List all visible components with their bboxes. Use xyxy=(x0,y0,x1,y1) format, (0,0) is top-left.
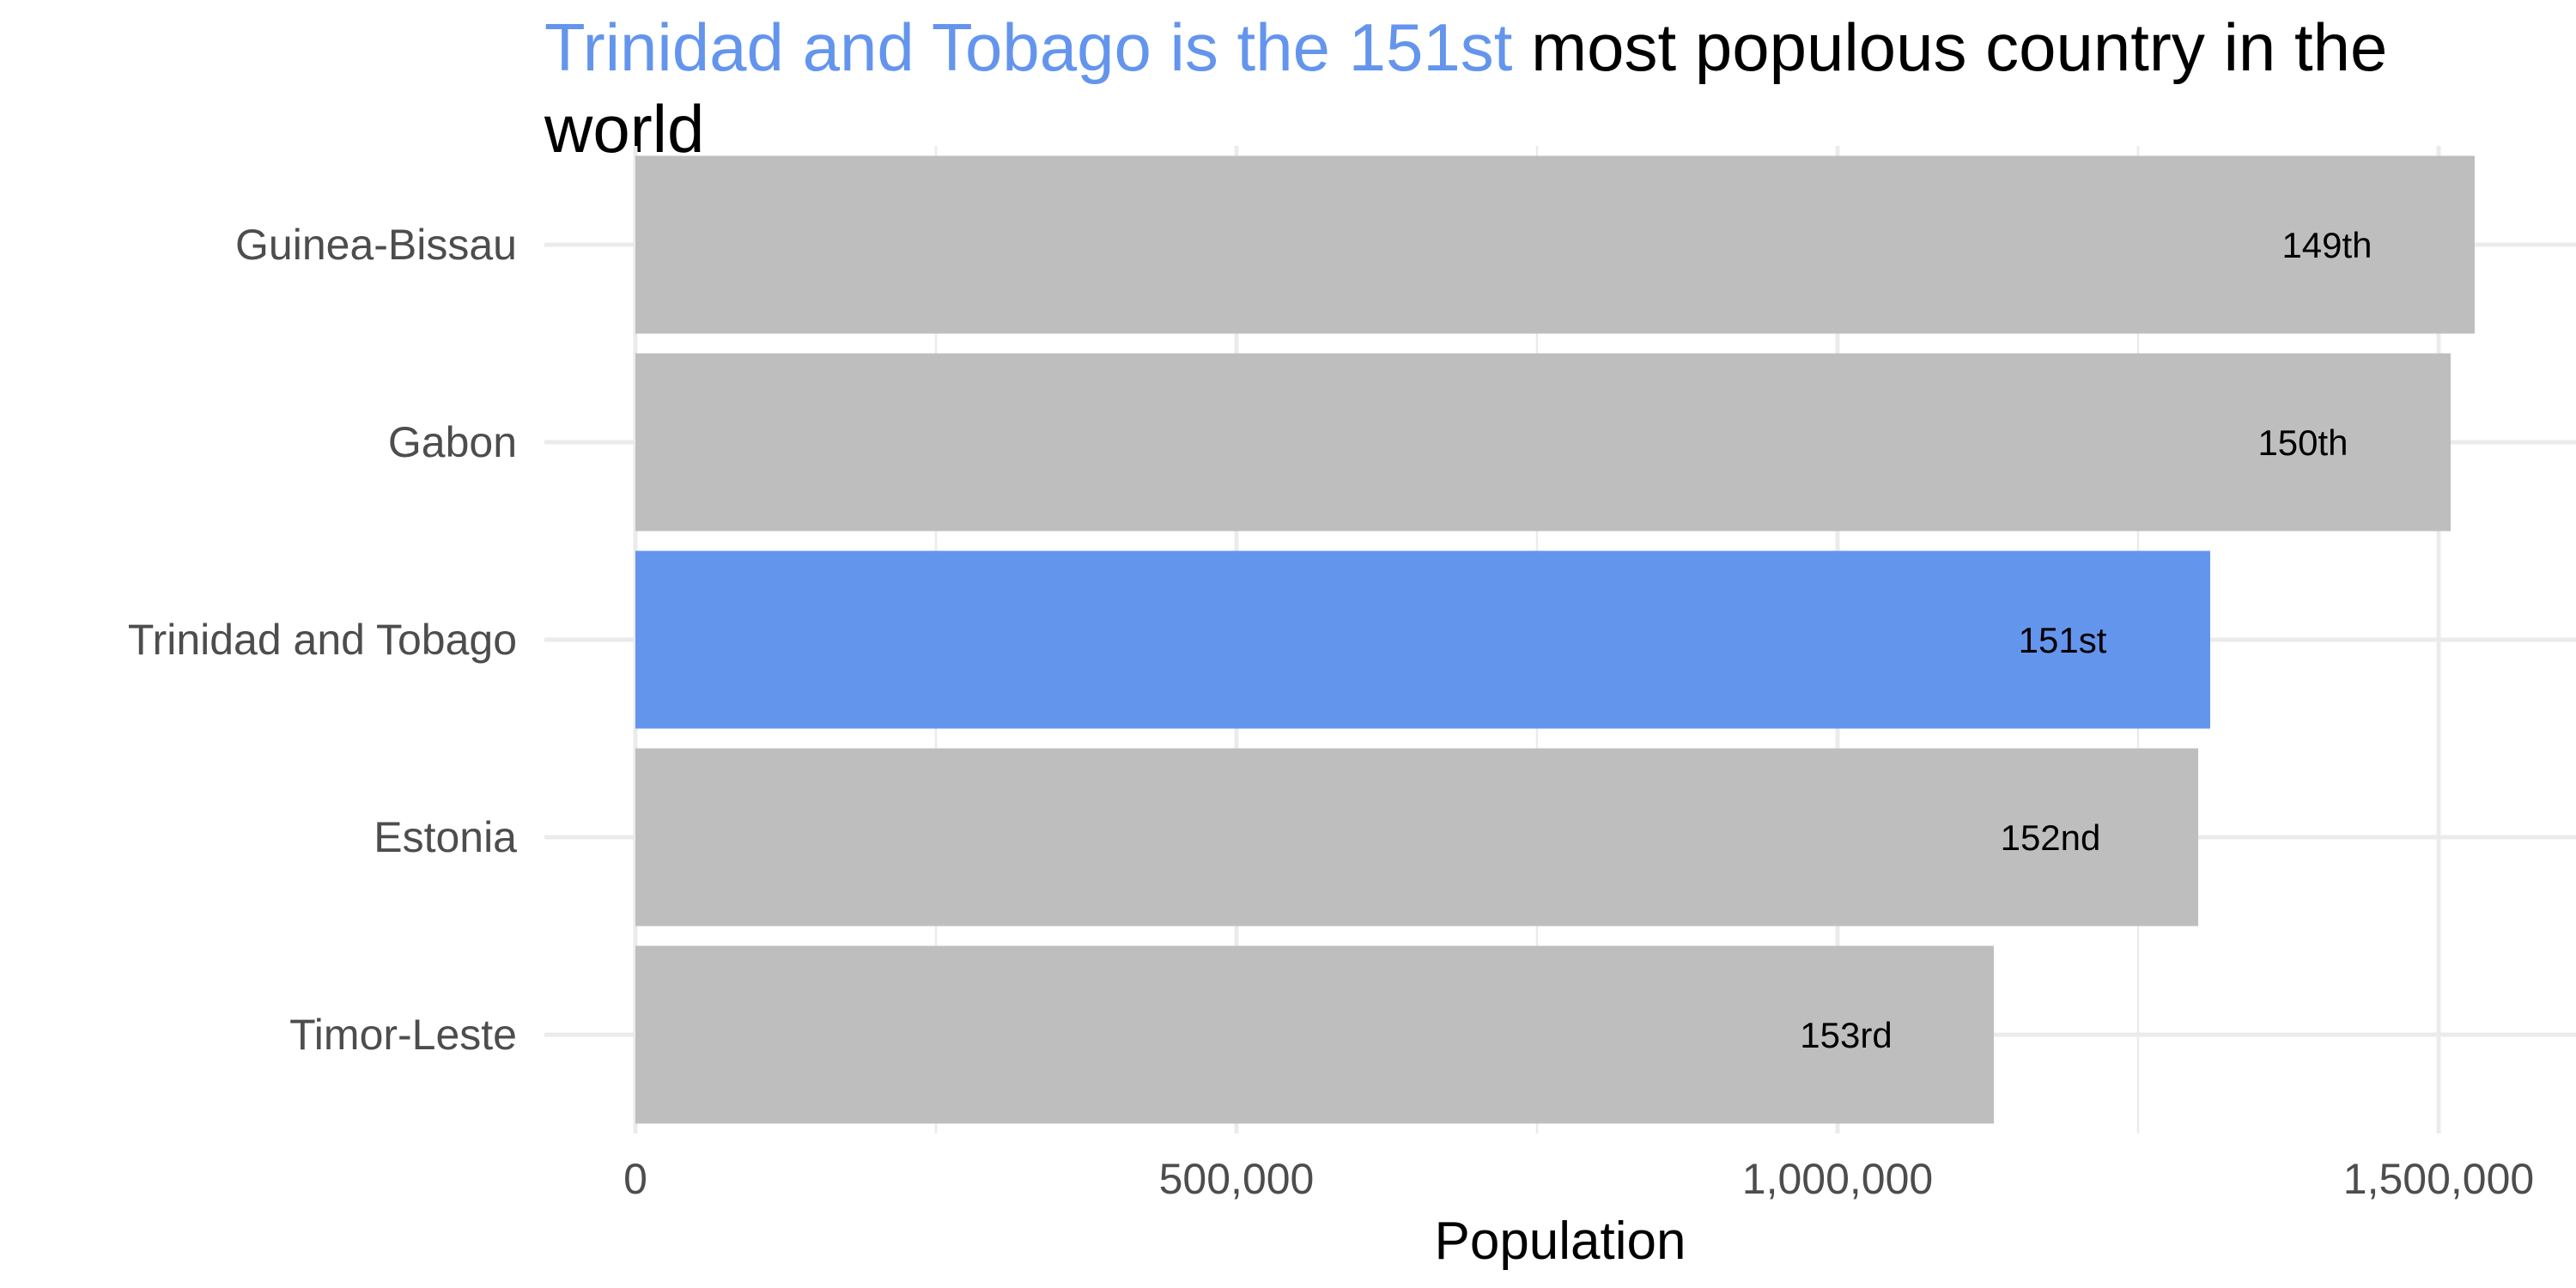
bar-estonia xyxy=(635,748,2198,927)
bar-trinidad-and-tobago xyxy=(635,550,2210,729)
bar-rank-label: 149th xyxy=(2281,225,2372,265)
bar-timor-leste xyxy=(635,945,1994,1124)
chart-title-line1: Trinidad and Tobago is the 151st most po… xyxy=(544,9,2387,85)
labels: 0 500,000 1,000,000 1,500,000 Guinea-Bissau 1… xyxy=(128,221,2534,1203)
x-tick-label: 1,500,000 xyxy=(2343,1155,2534,1203)
x-tick-label: 1,000,000 xyxy=(1742,1155,1933,1203)
bar-rank-label: 150th xyxy=(2257,422,2348,463)
bar-gabon xyxy=(635,353,2451,532)
chart-title-highlight: Trinidad and Tobago is the 151st xyxy=(544,9,1513,85)
chart-title-line2: world xyxy=(544,91,704,167)
x-tick-label: 500,000 xyxy=(1159,1155,1315,1203)
y-category-label: Gabon xyxy=(388,418,517,466)
bar-rank-label: 152nd xyxy=(2001,817,2101,858)
y-category-label: Timor-Leste xyxy=(289,1011,517,1059)
chart-title-rest: most populous country in the xyxy=(1512,9,2387,85)
bar-rank-label: 151st xyxy=(2019,620,2107,660)
bar-rank-label: 153rd xyxy=(1800,1015,1892,1055)
bar-guinea-bissau xyxy=(635,155,2475,334)
y-category-label: Estonia xyxy=(374,813,517,861)
y-category-label: Trinidad and Tobago xyxy=(128,616,517,664)
bars xyxy=(635,155,2475,1124)
y-category-label: Guinea-Bissau xyxy=(235,221,517,269)
x-axis-title: Population xyxy=(1434,1212,1686,1271)
x-tick-label: 0 xyxy=(623,1155,647,1203)
